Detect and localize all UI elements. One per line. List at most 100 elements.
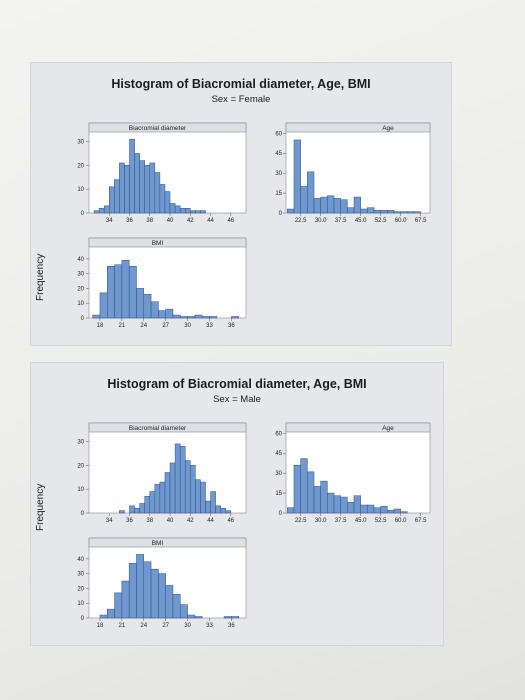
x-tick-label: 22.5 — [295, 218, 307, 224]
histogram-bar — [119, 162, 125, 214]
histogram-bar — [121, 260, 130, 319]
histogram-bar — [179, 446, 186, 514]
histogram-bar — [136, 554, 145, 619]
y-tick-label: 45 — [275, 151, 282, 157]
histogram-bar — [373, 210, 381, 214]
histogram-bar — [200, 210, 206, 214]
x-tick-label: 40 — [167, 518, 174, 524]
y-tick-label: 10 — [77, 301, 84, 307]
x-tick-label: 18 — [97, 323, 104, 329]
x-tick-label: 27 — [162, 623, 169, 629]
histogram-bar — [210, 491, 216, 514]
histogram-bar — [307, 171, 315, 214]
histogram-bar — [98, 207, 105, 214]
y-tick-label: 20 — [77, 586, 84, 592]
histogram-bar — [215, 505, 221, 514]
histogram-bar — [287, 507, 295, 514]
x-tick-label: 60.0 — [395, 518, 407, 524]
histogram-bar — [220, 507, 226, 514]
y-tick-label: 20 — [77, 286, 84, 292]
y-tick-label: 30 — [275, 171, 282, 177]
y-tick-label: 20 — [77, 163, 84, 169]
panel-strip — [88, 237, 247, 248]
histogram-bar — [169, 462, 176, 514]
panel-strip — [88, 537, 247, 548]
panel-strip-label: Biacromial diameter — [129, 425, 187, 432]
histogram-bar — [184, 460, 191, 514]
figure-title: Histogram of Biacromial diameter, Age, B… — [107, 377, 367, 391]
histogram-bar — [158, 573, 166, 619]
histogram-bar — [103, 205, 110, 214]
histogram-bar — [200, 481, 206, 514]
histogram-bar — [174, 205, 181, 214]
y-tick-label: 0 — [81, 211, 85, 217]
x-tick-label: 52.5 — [375, 518, 387, 524]
y-tick-label: 0 — [279, 511, 283, 517]
x-tick-label: 30.0 — [315, 518, 327, 524]
figure-male: Histogram of Biacromial diameter, Age, B… — [30, 362, 444, 646]
histogram-bar — [179, 207, 186, 214]
histogram-bar — [340, 496, 348, 514]
histogram-bar — [373, 507, 381, 514]
histogram-bar — [99, 292, 108, 319]
histogram-bar — [367, 207, 375, 214]
x-tick-label: 52.5 — [375, 218, 387, 224]
histogram-bar — [209, 316, 218, 319]
histogram-bar — [119, 510, 125, 514]
histogram-bar — [307, 471, 315, 514]
histogram-bar — [313, 486, 321, 514]
histogram-bar — [387, 510, 395, 514]
y-tick-label: 15 — [275, 491, 282, 497]
histogram-bar — [143, 561, 152, 619]
histogram-bar — [172, 314, 181, 319]
y-tick-label: 0 — [81, 511, 85, 517]
histogram-bar — [144, 165, 151, 214]
x-tick-label: 38 — [146, 518, 153, 524]
histogram-bar — [136, 288, 145, 319]
y-tick-label: 0 — [81, 316, 85, 322]
histogram-bar — [190, 210, 196, 214]
y-tick-label: 20 — [77, 463, 84, 469]
x-tick-label: 37.5 — [335, 518, 347, 524]
histogram-bar — [114, 592, 123, 619]
figure-subtitle: Sex = Female — [211, 94, 271, 105]
histogram-bar — [333, 198, 341, 214]
histogram-bar — [300, 186, 308, 214]
histogram-bar — [129, 138, 135, 214]
histogram-bar — [174, 443, 181, 514]
histogram-bar — [139, 160, 145, 214]
histogram-bar — [154, 172, 161, 214]
x-tick-label: 38 — [146, 218, 153, 224]
histogram-bar — [360, 208, 368, 214]
histogram-bar — [154, 484, 161, 514]
histogram-bar — [187, 614, 196, 619]
histogram-bar — [107, 608, 115, 619]
histogram-bar — [139, 503, 145, 514]
histogram-bar — [180, 604, 188, 619]
x-tick-label: 27 — [162, 323, 169, 329]
histogram-panels-female: Biacromial diameter 0 10 20 30 34 36 38 40 42 44 46… — [77, 122, 431, 329]
histogram-bar — [194, 616, 203, 619]
panel-strip-label: Age — [382, 125, 394, 132]
histogram-bar — [320, 480, 328, 514]
y-tick-label: 30 — [77, 440, 84, 446]
histogram-bar — [194, 314, 203, 319]
histogram-bar — [158, 310, 166, 319]
histogram-panels-male: Biacromial diameter 0 10 20 30 34 36 38 40 42 44 46… — [77, 422, 431, 629]
x-tick-label: 46 — [227, 518, 234, 524]
y-tick-label: 0 — [279, 211, 283, 217]
y-tick-label: 15 — [275, 191, 282, 197]
histogram-bar — [223, 616, 232, 619]
x-tick-label: 21 — [119, 623, 126, 629]
figure-female: Histogram of Biacromial diameter, Age, B… — [30, 62, 452, 346]
x-tick-label: 36 — [228, 323, 235, 329]
histogram-bar — [333, 495, 341, 514]
y-tick-label: 60 — [275, 431, 282, 437]
histogram-bar — [114, 264, 123, 319]
x-tick-label: 24 — [140, 623, 147, 629]
panel-strip-label: BMI — [152, 240, 164, 247]
histogram-bar — [128, 265, 137, 319]
histogram-bar — [400, 511, 408, 514]
histogram-bar — [107, 265, 115, 319]
figure-title: Histogram of Biacromial diameter, Age, B… — [111, 77, 371, 91]
